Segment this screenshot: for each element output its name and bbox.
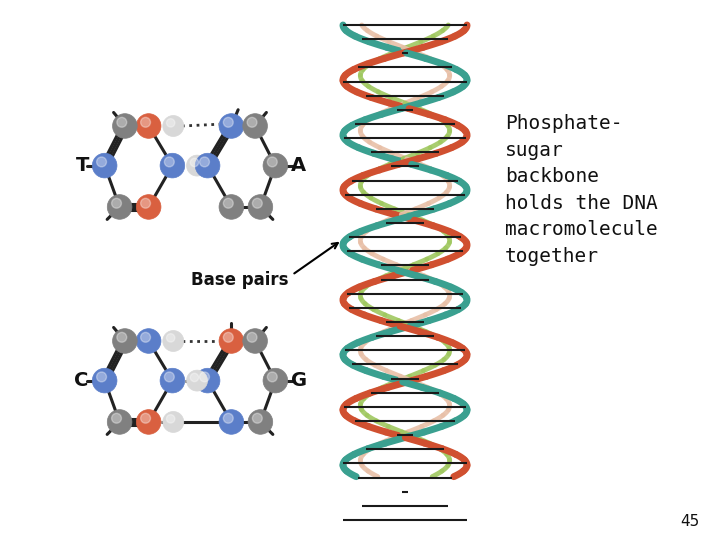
Text: G: G <box>291 371 307 390</box>
Circle shape <box>107 194 132 219</box>
Circle shape <box>166 119 175 127</box>
Circle shape <box>160 368 185 393</box>
Circle shape <box>267 157 277 167</box>
Circle shape <box>253 198 262 208</box>
Circle shape <box>136 410 161 434</box>
Text: T: T <box>76 156 89 175</box>
Circle shape <box>163 330 184 352</box>
Circle shape <box>112 114 138 138</box>
Text: C: C <box>74 371 89 390</box>
Circle shape <box>247 117 257 127</box>
Circle shape <box>248 410 273 434</box>
Circle shape <box>117 333 127 342</box>
Circle shape <box>223 333 233 342</box>
Circle shape <box>223 198 233 208</box>
Circle shape <box>263 153 288 178</box>
Circle shape <box>243 329 267 353</box>
Circle shape <box>140 198 150 208</box>
Circle shape <box>92 153 117 178</box>
Circle shape <box>163 116 184 137</box>
Circle shape <box>263 368 288 393</box>
Circle shape <box>219 194 243 219</box>
Circle shape <box>223 413 233 423</box>
Circle shape <box>243 114 267 138</box>
Circle shape <box>140 333 150 342</box>
Circle shape <box>136 329 161 353</box>
Circle shape <box>163 411 184 433</box>
Text: A: A <box>291 156 306 175</box>
Text: 45: 45 <box>680 515 700 530</box>
Circle shape <box>219 114 243 138</box>
Circle shape <box>140 117 150 127</box>
Circle shape <box>164 157 174 167</box>
Circle shape <box>112 198 122 208</box>
Circle shape <box>186 155 207 176</box>
Circle shape <box>195 368 220 393</box>
Circle shape <box>199 157 210 167</box>
Circle shape <box>166 334 175 342</box>
Text: Phosphate-
sugar
backbone
holds the DNA
macromolecule
together: Phosphate- sugar backbone holds the DNA … <box>505 114 658 266</box>
Circle shape <box>96 372 107 382</box>
Circle shape <box>199 372 210 382</box>
Circle shape <box>136 194 161 219</box>
Circle shape <box>247 333 257 342</box>
Circle shape <box>253 413 262 423</box>
Circle shape <box>166 415 175 423</box>
Circle shape <box>112 329 138 353</box>
Circle shape <box>219 329 243 353</box>
Circle shape <box>186 370 207 391</box>
Circle shape <box>195 153 220 178</box>
Circle shape <box>190 158 199 167</box>
Circle shape <box>92 368 117 393</box>
Circle shape <box>96 157 107 167</box>
Circle shape <box>190 373 199 382</box>
Circle shape <box>117 117 127 127</box>
Text: Base pairs: Base pairs <box>192 271 289 289</box>
Circle shape <box>107 410 132 434</box>
Circle shape <box>267 372 277 382</box>
Circle shape <box>223 117 233 127</box>
Circle shape <box>140 413 150 423</box>
Circle shape <box>160 153 185 178</box>
Circle shape <box>248 194 273 219</box>
Circle shape <box>136 114 161 138</box>
Circle shape <box>219 410 243 434</box>
Circle shape <box>164 372 174 382</box>
Circle shape <box>112 413 122 423</box>
